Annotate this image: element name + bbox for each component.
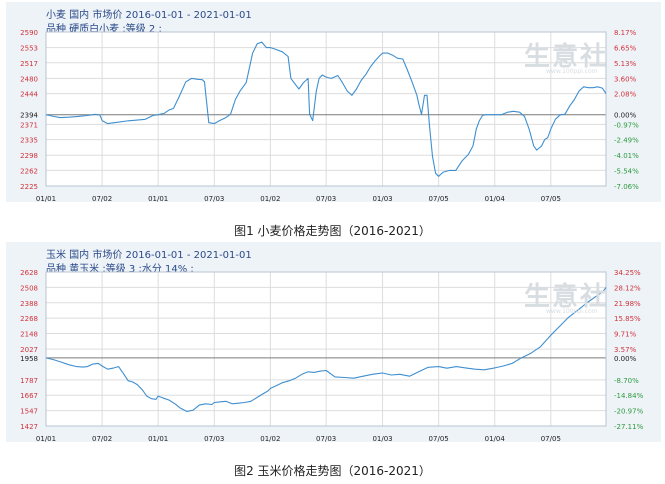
corn-chart-panel: 玉米 国内 市场价 2016-01-01 - 2021-01-01 品种 黄玉米…	[6, 242, 661, 443]
figure-caption: 图1 小麦价格走势图（2016-2021）	[234, 224, 431, 238]
y-tick-label: 2517	[20, 60, 38, 68]
y-tick-label: 2335	[20, 137, 38, 145]
y-tick-label: 2148	[20, 331, 38, 339]
y-tick-label: 1667	[20, 392, 38, 400]
right-percent-label: 6.65%	[614, 45, 637, 53]
x-tick-label: 07/05	[541, 435, 561, 443]
right-percent-label: -2.49%	[614, 137, 639, 145]
right-percent-label: 9.71%	[614, 331, 637, 339]
right-percent-label: 0.00%	[614, 112, 637, 120]
right-percent-label: -4.01%	[614, 152, 639, 160]
y-tick-label: 2480	[20, 75, 38, 83]
y-tick-label: 2027	[20, 346, 38, 354]
plot-border	[45, 271, 607, 427]
right-percent-label: 0.00%	[614, 355, 637, 363]
x-tick-label: 01/01	[36, 195, 56, 203]
y-tick-label: 2628	[20, 269, 38, 277]
y-tick-label: 2508	[20, 284, 38, 292]
right-percent-label: -7.06%	[614, 183, 639, 191]
x-tick-label: 01/01	[148, 435, 168, 443]
wheat-chart-panel: 小麦 国内 市场价 2016-01-01 - 2021-01-01 品种 硬质白…	[6, 2, 661, 203]
right-percent-label: -14.84%	[614, 392, 644, 400]
y-tick-label: 2590	[20, 29, 38, 37]
right-percent-label: 15.85%	[614, 315, 641, 323]
x-tick-label: 01/03	[372, 195, 392, 203]
y-tick-label: 2394	[20, 112, 38, 120]
right-percent-label: 34.25%	[614, 269, 641, 277]
right-percent-label: -27.11%	[614, 423, 644, 431]
wheat-price-chart: 01/01 07/02 01/01 07/03 01/02 07/03 01/03 07/05…	[20, 29, 639, 203]
y-tick-label: 1547	[20, 408, 38, 416]
figure-caption: 图2 玉米价格走势图（2016-2021）	[234, 464, 431, 478]
plot-border	[45, 31, 607, 187]
x-tick-label: 01/04	[485, 435, 506, 443]
x-tick-label: 01/01	[36, 435, 56, 443]
right-percent-label: 21.98%	[614, 300, 641, 308]
chart-subtitle: 品种 硬质白小麦 ;等级 2 ;	[46, 24, 162, 35]
y-tick-label: 2444	[20, 91, 38, 99]
chart-title: 玉米 国内 市场价 2016-01-01 - 2021-01-01	[46, 250, 252, 261]
right-percent-label: -0.97%	[614, 121, 639, 129]
y-tick-label: 1787	[20, 377, 38, 385]
chart-title: 小麦 国内 市场价 2016-01-01 - 2021-01-01	[46, 10, 252, 21]
right-percent-label: 2.08%	[614, 91, 637, 99]
x-tick-label: 07/03	[204, 195, 224, 203]
watermark-url: www.100ppi.com	[546, 308, 598, 315]
right-percent-label: 3.57%	[614, 346, 637, 354]
x-tick-label: 07/03	[204, 435, 224, 443]
y-tick-label: 2388	[20, 300, 38, 308]
right-percent-label: -5.54%	[614, 167, 639, 175]
right-percent-label: 3.60%	[614, 75, 637, 83]
x-tick-label: 07/02	[92, 195, 112, 203]
y-tick-label: 2268	[20, 315, 38, 323]
x-tick-label: 07/03	[316, 195, 336, 203]
x-tick-label: 07/03	[316, 435, 336, 443]
right-percent-label: 5.13%	[614, 60, 637, 68]
y-tick-label: 2298	[20, 152, 38, 160]
chart-subtitle: 品种 黄玉米 ;等级 3 ;水分 14% ;	[46, 264, 194, 275]
x-tick-label: 07/05	[429, 435, 449, 443]
x-tick-label: 01/02	[260, 195, 280, 203]
watermark: 生意社	[524, 282, 609, 312]
y-tick-label: 1958	[20, 355, 38, 363]
right-percent-label: -8.70%	[614, 377, 639, 385]
x-tick-label: 01/04	[485, 195, 506, 203]
price-series-line	[45, 287, 607, 413]
x-tick-label: 07/05	[541, 195, 561, 203]
y-tick-label: 1427	[20, 423, 38, 431]
right-percent-label: -20.97%	[614, 408, 644, 416]
corn-price-chart: 01/01 07/02 01/01 07/03 01/02 07/03 01/03 07/05…	[20, 269, 644, 443]
x-tick-label: 01/02	[260, 435, 280, 443]
x-tick-label: 07/05	[429, 195, 449, 203]
right-percent-label: 28.12%	[614, 284, 641, 292]
x-tick-label: 01/01	[148, 195, 168, 203]
price-series-line	[45, 41, 607, 177]
x-tick-label: 01/03	[372, 435, 392, 443]
right-percent-label: 8.17%	[614, 29, 637, 37]
watermark-url: www.100ppi.com	[546, 68, 598, 75]
x-tick-label: 07/02	[92, 435, 112, 443]
y-tick-label: 2371	[20, 121, 38, 129]
y-tick-label: 2262	[20, 167, 38, 175]
y-tick-label: 2553	[20, 45, 38, 53]
watermark: 生意社	[524, 42, 609, 72]
y-tick-label: 2225	[20, 183, 38, 191]
